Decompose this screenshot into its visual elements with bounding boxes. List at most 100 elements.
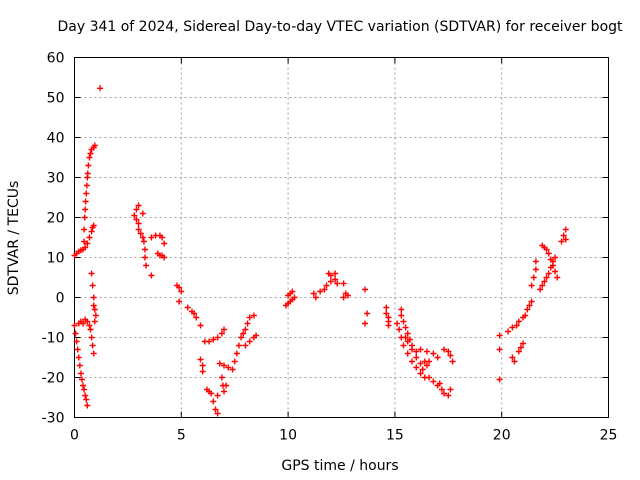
data-point <box>340 294 347 301</box>
data-point <box>496 332 503 339</box>
y-tick-label: -20 <box>42 371 65 387</box>
data-point <box>511 358 518 365</box>
data-point <box>88 228 95 235</box>
data-point <box>161 240 168 247</box>
data-point <box>233 350 240 357</box>
data-point <box>88 270 95 277</box>
data-point <box>91 142 98 149</box>
axis-ticks <box>74 57 609 418</box>
data-point <box>327 272 334 279</box>
data-point <box>176 284 183 291</box>
data-point <box>139 210 146 217</box>
data-point <box>208 390 215 397</box>
data-point <box>82 198 89 205</box>
y-tick-label: -10 <box>42 331 65 347</box>
data-point <box>184 304 191 311</box>
data-point <box>408 358 415 365</box>
data-point <box>344 292 351 299</box>
data-point <box>221 326 228 333</box>
data-point <box>545 270 552 277</box>
data-point <box>323 282 330 289</box>
x-tick-label: 25 <box>600 428 618 444</box>
data-point <box>558 238 565 245</box>
data-point <box>289 288 296 295</box>
data-point <box>400 342 407 349</box>
data-point <box>246 314 253 321</box>
data-point <box>515 348 522 355</box>
data-point <box>400 318 407 325</box>
data-point <box>76 362 83 369</box>
data-point <box>526 302 533 309</box>
x-tick-label: 5 <box>177 428 186 444</box>
data-point <box>81 214 88 221</box>
data-point <box>340 280 347 287</box>
data-point <box>212 406 219 413</box>
data-point <box>214 392 221 399</box>
data-point <box>423 362 430 369</box>
data-point <box>549 262 556 269</box>
data-point <box>552 268 559 275</box>
data-point <box>221 388 228 395</box>
data-point <box>436 380 443 387</box>
data-point <box>210 336 217 343</box>
data-point <box>385 322 392 329</box>
data-point <box>426 358 433 365</box>
data-point <box>229 366 236 373</box>
data-point <box>246 338 253 345</box>
data-point <box>193 314 200 321</box>
data-point <box>178 288 185 295</box>
data-point <box>83 396 90 403</box>
data-point <box>218 330 225 337</box>
data-point <box>88 334 95 341</box>
data-point <box>97 85 104 92</box>
data-point <box>87 150 94 157</box>
data-point <box>291 294 298 301</box>
y-tick-label: 40 <box>47 131 65 147</box>
grid <box>74 57 609 418</box>
data-point <box>80 320 87 327</box>
data-point <box>417 360 424 367</box>
data-point <box>73 338 80 345</box>
data-point <box>517 344 524 351</box>
data-point <box>91 318 98 325</box>
data-point <box>332 276 339 283</box>
data-point <box>562 226 569 233</box>
data-point <box>141 246 148 253</box>
data-point <box>214 334 221 341</box>
data-point <box>221 362 228 369</box>
data-point <box>82 244 89 251</box>
data-point <box>199 362 206 369</box>
data-point <box>197 356 204 363</box>
data-point <box>447 386 454 393</box>
data-point <box>78 376 85 383</box>
data-point <box>85 162 92 169</box>
data-point <box>92 312 99 319</box>
data-point <box>361 286 368 293</box>
data-point <box>402 324 409 331</box>
data-point <box>522 312 529 319</box>
data-point <box>445 392 452 399</box>
data-point <box>83 190 90 197</box>
data-point <box>90 350 97 357</box>
data-point <box>509 354 516 361</box>
data-point <box>552 254 559 261</box>
data-point <box>413 348 420 355</box>
data-point <box>223 382 230 389</box>
data-point <box>206 338 213 345</box>
data-point <box>82 206 89 213</box>
data-point <box>449 358 456 365</box>
data-point <box>321 286 328 293</box>
x-tick-label: 10 <box>279 428 297 444</box>
data-point <box>447 352 454 359</box>
data-point <box>91 306 98 313</box>
data-point <box>90 302 97 309</box>
data-point <box>74 346 81 353</box>
data-point <box>496 346 503 353</box>
data-point <box>148 272 155 279</box>
data-point <box>71 322 78 329</box>
data-point <box>216 360 223 367</box>
data-point <box>317 288 324 295</box>
data-point <box>364 310 371 317</box>
data-marks <box>71 85 569 417</box>
data-point <box>528 298 535 305</box>
